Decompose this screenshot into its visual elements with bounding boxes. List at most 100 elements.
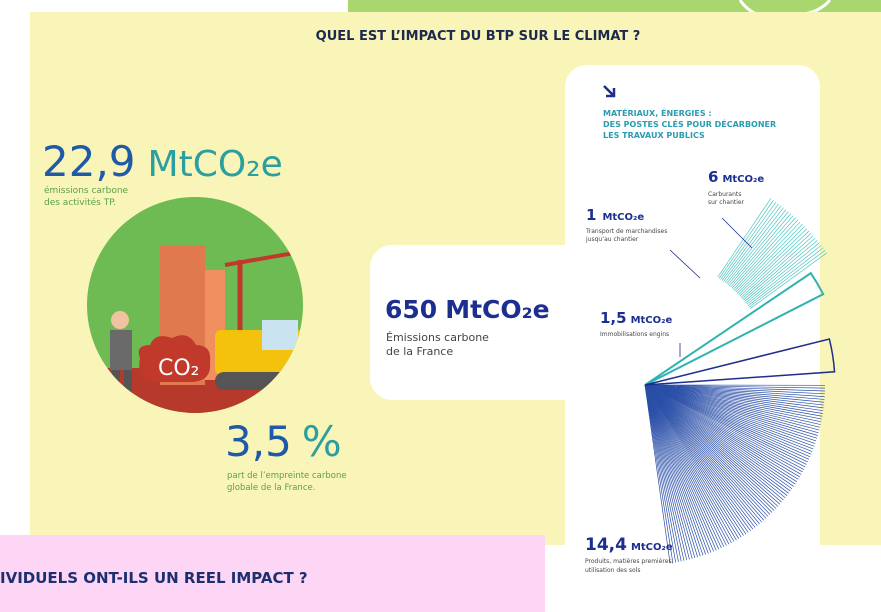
- fan-line: [644, 384, 725, 547]
- fan-line: [721, 203, 779, 281]
- fan-line: [644, 384, 811, 458]
- fan-line: [644, 384, 807, 465]
- fan-line: [728, 213, 792, 287]
- item-unit: MtCO₂e: [631, 542, 673, 553]
- fan-line: [644, 384, 693, 559]
- fan-line: [644, 384, 825, 397]
- fan-line: [734, 221, 801, 292]
- tp-number: 22,9: [42, 137, 136, 186]
- fan-line: [745, 242, 820, 304]
- fan-line: [644, 384, 696, 559]
- fan-line: [644, 384, 824, 406]
- fan-line: [644, 384, 744, 536]
- fan-line: [731, 217, 796, 289]
- fan-line: [644, 384, 685, 561]
- tp-unit: MtCO₂e: [148, 144, 283, 185]
- fan-line: [644, 384, 825, 403]
- fan-line: [644, 384, 777, 509]
- fan-line: [644, 384, 825, 389]
- fan-line: [644, 384, 690, 560]
- fan-line: [644, 384, 740, 539]
- fan-line: [644, 384, 735, 542]
- fan-line: [644, 384, 806, 468]
- fan-line: [644, 384, 821, 425]
- fan-line: [743, 237, 816, 301]
- fan-line: [644, 384, 720, 550]
- fan-line: [644, 384, 762, 523]
- fan-line: [644, 384, 789, 494]
- fan-line: [736, 226, 805, 294]
- item-value: 1,5 MtCO₂e: [600, 309, 673, 327]
- fan-line: [644, 384, 784, 501]
- fan-line: [644, 384, 727, 546]
- fan-line: [644, 384, 808, 463]
- fan-line: [644, 384, 712, 553]
- item-caption: Transport de marchandises: [585, 228, 667, 235]
- fan-line: [644, 384, 682, 562]
- fan-line: [644, 384, 714, 552]
- fan-line: [644, 384, 679, 562]
- fan-line: [739, 230, 810, 297]
- fan-line: [644, 384, 767, 519]
- fan-line: [644, 384, 819, 434]
- fan-line: [644, 384, 782, 503]
- item-caption: utilisation des sols: [585, 567, 640, 574]
- item-caption: Produits, matières premières,: [585, 558, 674, 565]
- footer-question: IVIDUELS ONT-ILS UN REEL IMPACT ?: [0, 569, 308, 587]
- fan-line: [644, 384, 722, 549]
- france-unit: MtCO₂e: [445, 295, 549, 324]
- fan-line: [644, 384, 816, 444]
- fan-line: [644, 384, 771, 515]
- item-caption: sur chantier: [708, 199, 745, 206]
- fan-line: [644, 384, 786, 499]
- tp-emissions: 22,9 MtCO₂e: [42, 137, 283, 186]
- co2-label: CO₂: [158, 356, 200, 381]
- fan-line: [644, 384, 802, 475]
- tp-caption: des activités TP.: [44, 197, 116, 208]
- item-number: 14,4: [585, 535, 627, 555]
- fan-line: [644, 384, 760, 525]
- item-caption: Carburants: [708, 191, 741, 198]
- fan-line: [644, 384, 815, 447]
- fan-line: [644, 384, 817, 442]
- fan-line: [726, 209, 787, 284]
- arrow-icon: [603, 85, 616, 98]
- fan-line: [724, 207, 784, 283]
- fan-line: [644, 384, 758, 526]
- pink-panel: [0, 535, 545, 612]
- fan-line: [644, 384, 814, 450]
- fan-line: [717, 198, 772, 278]
- fan-line: [644, 384, 793, 490]
- breakdown-title: DES POSTES CLÉS POUR DÉCARBONER: [603, 118, 776, 129]
- fan-line: [644, 384, 698, 558]
- fan-line: [644, 384, 701, 557]
- fan-line: [644, 384, 823, 417]
- fan-line: [644, 384, 730, 545]
- share-caption: globale de la France.: [227, 483, 315, 493]
- fan-line: [644, 384, 818, 436]
- fan-line: [748, 249, 826, 308]
- fan-line: [644, 384, 818, 439]
- fan-line: [644, 384, 822, 423]
- fan-line: [644, 384, 773, 513]
- fan-line: [644, 384, 709, 554]
- fan-line: [644, 384, 707, 555]
- fan-line: [644, 384, 788, 496]
- fan-line: [741, 235, 814, 299]
- fan-line: [644, 384, 823, 414]
- fan-line: [644, 384, 824, 412]
- fan-line: [730, 215, 794, 288]
- fan-line: [644, 384, 821, 428]
- fan: [644, 198, 836, 564]
- fan-line: [644, 384, 803, 473]
- breakdown-title: LES TRAVAUX PUBLICS: [603, 131, 705, 140]
- fan-line: [644, 384, 674, 563]
- item-number: 1: [586, 206, 596, 224]
- fan-wedge: [644, 338, 836, 386]
- item-caption: Immobilisations engins: [600, 331, 669, 338]
- fan-line: [644, 384, 749, 533]
- fan-line: [644, 384, 822, 420]
- fan-line: [644, 384, 813, 452]
- fan-line: [644, 384, 799, 480]
- pointers: [669, 217, 753, 357]
